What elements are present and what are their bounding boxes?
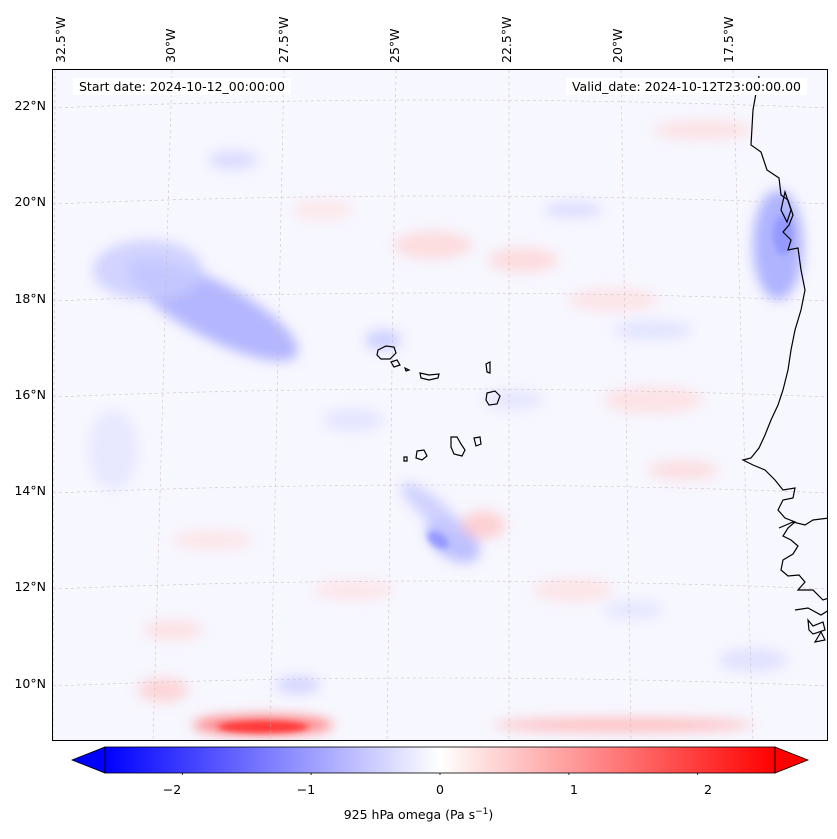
- lat-label-20n: 20°N: [14, 194, 46, 209]
- colorbar-tick-label: −1: [296, 782, 316, 797]
- lon-label-17-5w: 17.5°W: [721, 16, 736, 63]
- island-boa-vista: [485, 390, 501, 406]
- colorbar-ticks: [181, 773, 699, 775]
- island-brava: [403, 456, 408, 462]
- island-maio: [473, 436, 482, 447]
- colorbar-title: 925 hPa omega (Pa s−1): [343, 807, 494, 823]
- colorbar-tick-label: −2: [162, 782, 182, 797]
- colorbar-tick-label: 0: [436, 782, 444, 797]
- valid-date-label: Valid_date: 2024-10-12T23:00:00.00: [565, 78, 807, 95]
- lon-label-25w: 25°W: [387, 28, 402, 63]
- island-sal: [485, 361, 491, 374]
- lat-label-22n: 22°N: [14, 98, 46, 113]
- lat-label-18n: 18°N: [14, 291, 46, 306]
- map-panel[interactable]: Start date: 2024-10-12_00:00:00 Valid_da…: [52, 69, 828, 741]
- west-africa-coastline: [741, 75, 827, 601]
- omega-field-map: [53, 70, 827, 740]
- colorbar-extend-high: [774, 746, 810, 774]
- island-sao-nicolau: [419, 372, 440, 381]
- colorbar-body: [104, 746, 776, 774]
- omega-shading: [53, 70, 827, 740]
- lat-label-10n: 10°N: [14, 676, 46, 691]
- colorbar-extend-low: [70, 746, 106, 774]
- island-fogo: [415, 449, 428, 461]
- island-santiago: [450, 436, 466, 457]
- lon-label-22-5w: 22.5°W: [499, 16, 514, 63]
- island-sao-vicente: [390, 359, 401, 368]
- lon-label-30w: 30°W: [163, 28, 178, 63]
- island-santa-luzia: [403, 366, 411, 372]
- colorbar: [70, 746, 810, 775]
- cape-verde-islands: [376, 345, 501, 462]
- lon-label-32-5w: 32.5°W: [53, 16, 68, 63]
- lat-label-14n: 14°N: [14, 483, 46, 498]
- lon-label-20w: 20°W: [610, 28, 625, 63]
- lat-label-16n: 16°N: [14, 387, 46, 402]
- start-date-label: Start date: 2024-10-12_00:00:00: [73, 78, 291, 95]
- lon-label-27-5w: 27.5°W: [276, 16, 291, 63]
- colorbar-tick-label: 2: [704, 782, 712, 797]
- coastlines: [741, 75, 827, 643]
- lat-label-12n: 12°N: [14, 579, 46, 594]
- map-gridlines: [53, 70, 827, 740]
- colorbar-tick-label: 1: [570, 782, 578, 797]
- island-santo-antao: [376, 345, 397, 360]
